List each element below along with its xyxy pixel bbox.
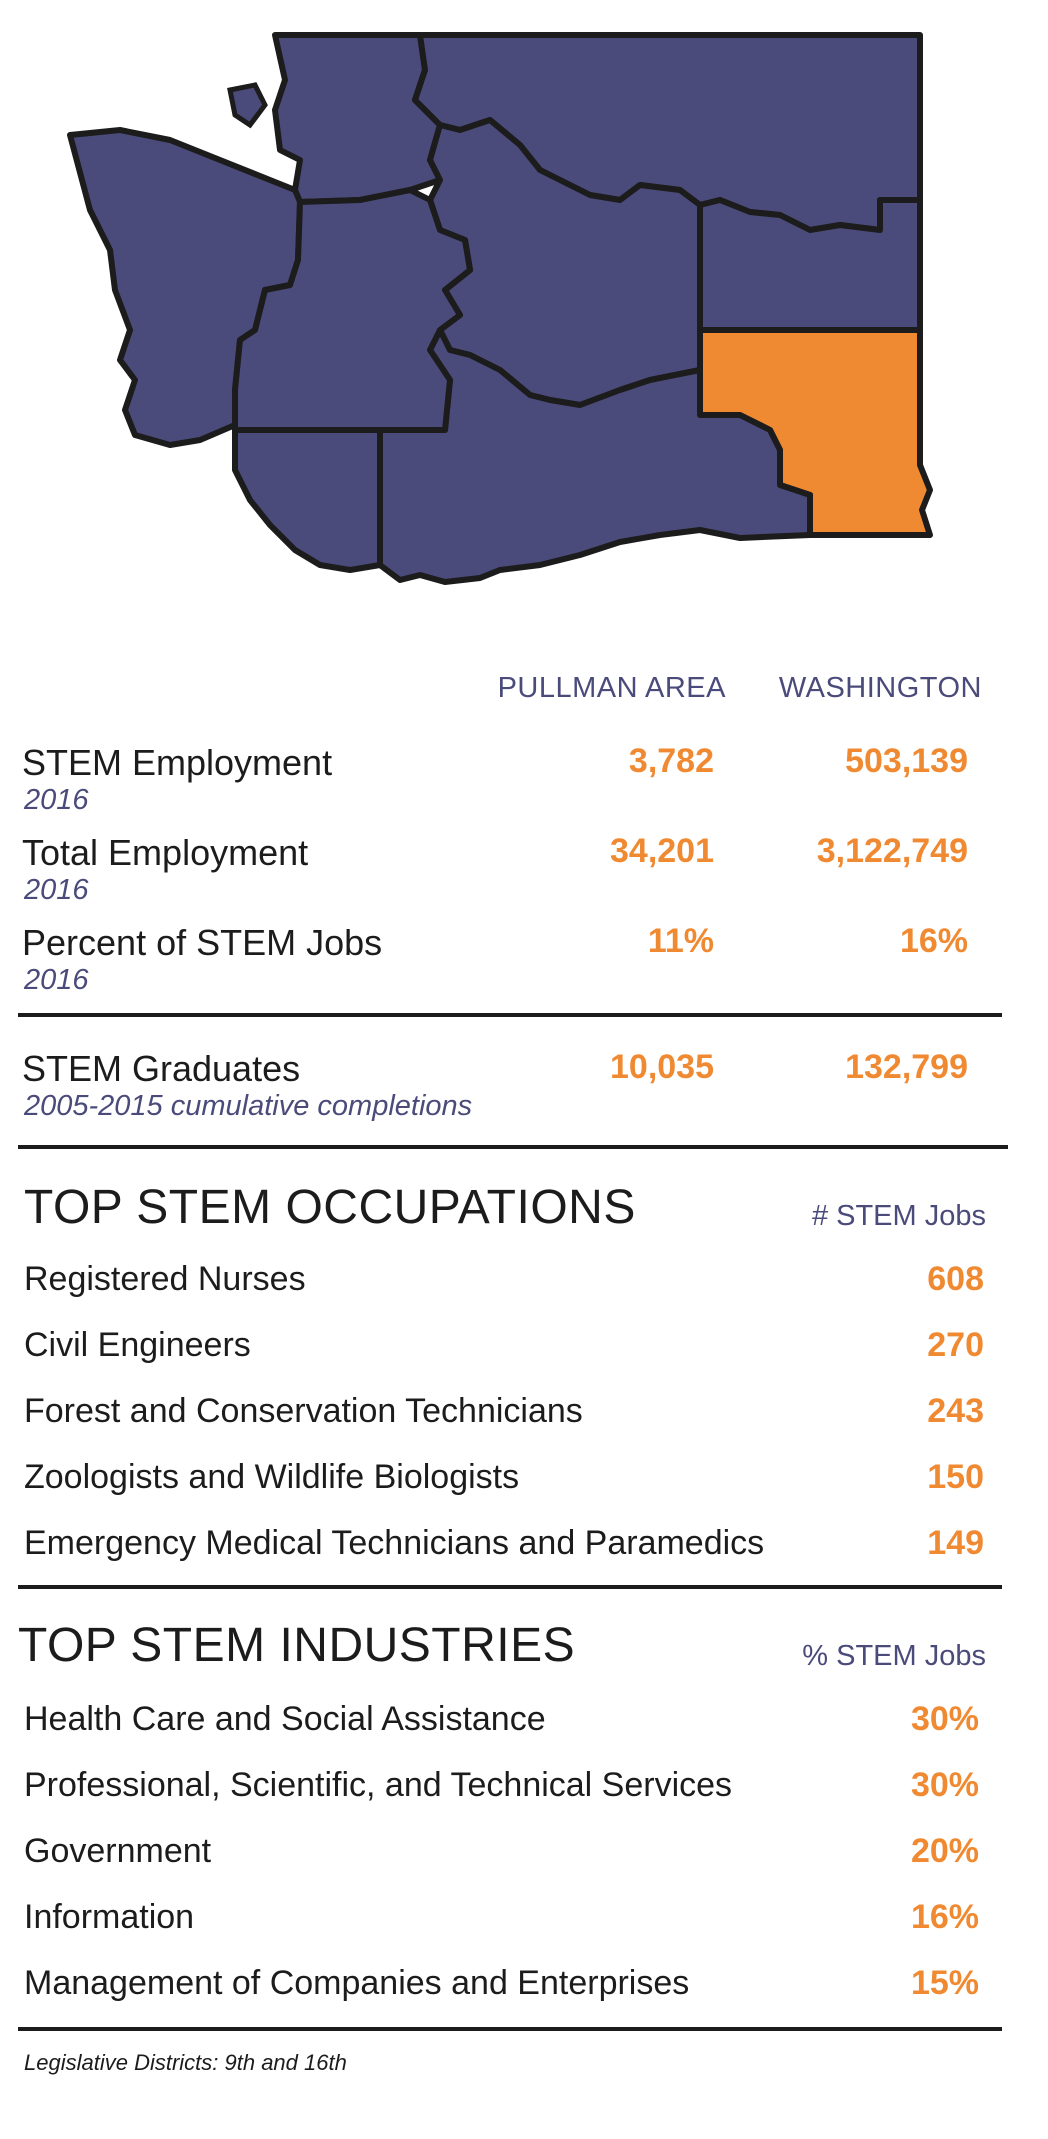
- divider: [18, 2027, 1002, 2031]
- occupation-name: Civil Engineers: [24, 1326, 251, 1364]
- metric-pullman-value: 10,035: [610, 1048, 714, 1086]
- occupation-name: Registered Nurses: [24, 1260, 306, 1298]
- industry-name: Health Care and Social Assistance: [24, 1700, 546, 1738]
- metric-pullman-value: 34,201: [610, 832, 714, 870]
- occupation-name: Emergency Medical Technicians and Parame…: [24, 1524, 765, 1562]
- industry-row: Information 16%: [24, 1898, 984, 1948]
- metric-label: STEM Graduates: [22, 1048, 301, 1089]
- occupation-value: 270: [927, 1326, 984, 1364]
- industry-name: Management of Companies and Enterprises: [24, 1964, 690, 2002]
- occupation-row: Zoologists and Wildlife Biologists 150: [24, 1458, 984, 1508]
- metric-sub: 2016: [24, 874, 89, 906]
- map-regions: [67, 32, 933, 585]
- divider: [18, 1013, 1002, 1017]
- occupation-row: Forest and Conservation Technicians 243: [24, 1392, 984, 1442]
- occupation-row: Registered Nurses 608: [24, 1260, 984, 1310]
- industry-value: 20%: [910, 1832, 979, 1870]
- industry-row: Management of Companies and Enterprises …: [24, 1964, 984, 2014]
- metric-pullman-value: 11%: [647, 922, 714, 960]
- occupation-row: Civil Engineers 270: [24, 1326, 984, 1376]
- footnote-legislative-districts: Legislative Districts: 9th and 16th: [24, 2050, 347, 2075]
- metric-washington-value: 132,799: [845, 1048, 968, 1086]
- metric-percent-stem-jobs: Percent of STEM Jobs 2016 11% 16%: [22, 922, 1012, 1002]
- metric-total-employment: Total Employment 2016 34,201 3,122,749: [22, 832, 1012, 912]
- metric-washington-value: 503,139: [845, 742, 968, 780]
- industry-name: Information: [24, 1898, 195, 1936]
- occupation-value: 608: [927, 1260, 984, 1298]
- occupation-value: 149: [927, 1524, 984, 1562]
- metric-label: STEM Employment: [22, 742, 333, 783]
- occupations-title: TOP STEM OCCUPATIONS: [24, 1181, 636, 1234]
- column-header-pullman-area: PULLMAN AREA: [497, 672, 726, 704]
- occupations-column-header: # STEM Jobs: [811, 1200, 986, 1232]
- metric-stem-graduates: STEM Graduates 2005-2015 cumulative comp…: [22, 1048, 1012, 1128]
- industry-value: 30%: [910, 1766, 979, 1804]
- metric-sub: 2005-2015 cumulative completions: [24, 1090, 473, 1122]
- map-region-southwest: [232, 427, 383, 573]
- occupation-value: 243: [927, 1392, 984, 1430]
- occupation-row: Emergency Medical Technicians and Parame…: [24, 1524, 984, 1574]
- divider: [18, 1145, 1008, 1149]
- industry-name: Professional, Scientific, and Technical …: [24, 1766, 733, 1804]
- occupation-value: 150: [927, 1458, 984, 1496]
- metric-washington-value: 16%: [899, 922, 968, 960]
- metric-pullman-value: 3,782: [628, 742, 714, 780]
- column-header-washington: WASHINGTON: [778, 672, 982, 704]
- industry-row: Health Care and Social Assistance 30%: [24, 1700, 984, 1750]
- washington-state-map: [67, 32, 933, 585]
- industry-name: Government: [24, 1832, 212, 1870]
- metric-sub: 2016: [24, 964, 89, 996]
- metric-stem-employment: STEM Employment 2016 3,782 503,139: [22, 742, 1012, 822]
- divider: [18, 1585, 1002, 1589]
- industries-column-header: % STEM Jobs: [802, 1640, 986, 1672]
- industry-value: 16%: [910, 1898, 979, 1936]
- industry-row: Professional, Scientific, and Technical …: [24, 1766, 984, 1816]
- metric-label: Percent of STEM Jobs: [22, 922, 383, 963]
- map-region-south-central: [377, 327, 813, 585]
- metric-label: Total Employment: [22, 832, 309, 873]
- industry-row: Government 20%: [24, 1832, 984, 1882]
- metric-sub: 2016: [24, 784, 89, 816]
- industry-value: 30%: [910, 1700, 979, 1738]
- industries-title: TOP STEM INDUSTRIES: [18, 1619, 576, 1672]
- industry-value: 15%: [910, 1964, 979, 2002]
- map-region-west-central: [232, 187, 473, 433]
- metric-washington-value: 3,122,749: [816, 832, 968, 870]
- map-region-northwest: [272, 32, 443, 205]
- occupation-name: Forest and Conservation Technicians: [24, 1392, 583, 1430]
- map-island: [227, 82, 268, 129]
- occupation-name: Zoologists and Wildlife Biologists: [24, 1458, 520, 1496]
